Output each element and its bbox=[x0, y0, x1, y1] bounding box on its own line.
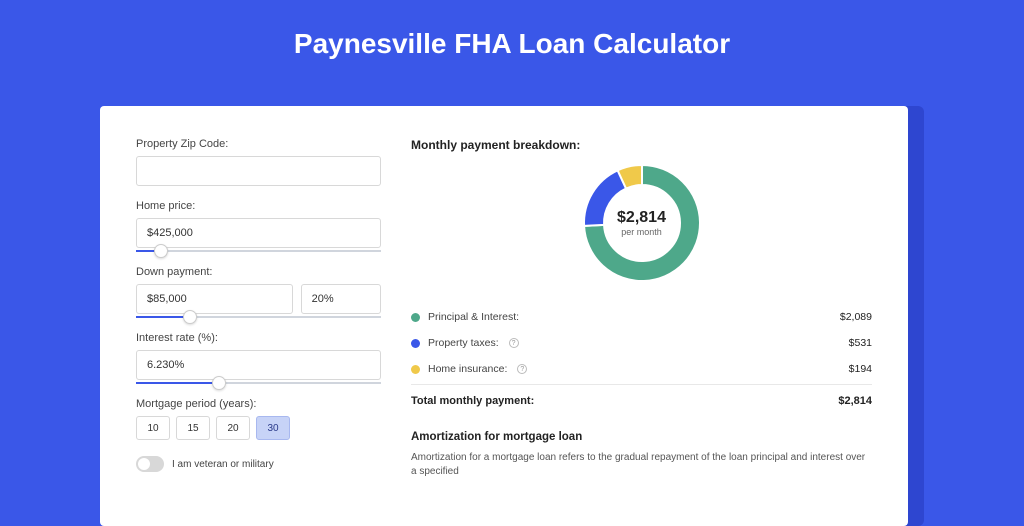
breakdown-label: Principal & Interest: bbox=[428, 311, 519, 323]
total-value: $2,814 bbox=[838, 395, 872, 407]
breakdown-row: Property taxes:? $531 bbox=[411, 330, 872, 356]
amortization-text: Amortization for a mortgage loan refers … bbox=[411, 451, 872, 479]
legend-dot bbox=[411, 365, 420, 374]
donut-amount: $2,814 bbox=[617, 209, 666, 227]
breakdown-column: Monthly payment breakdown: $2,814 per mo… bbox=[411, 138, 872, 494]
down-payment-input[interactable] bbox=[136, 284, 293, 314]
interest-rate-slider-fill bbox=[136, 382, 219, 384]
interest-rate-group: Interest rate (%): bbox=[136, 332, 381, 384]
period-btn-20[interactable]: 20 bbox=[216, 416, 250, 440]
period-btn-30[interactable]: 30 bbox=[256, 416, 290, 440]
page-title: Paynesville FHA Loan Calculator bbox=[0, 0, 1024, 78]
mortgage-period-group: Mortgage period (years): 10152030 bbox=[136, 398, 381, 440]
interest-rate-input[interactable] bbox=[136, 350, 381, 380]
help-icon[interactable]: ? bbox=[517, 364, 527, 374]
veteran-toggle-knob bbox=[138, 458, 150, 470]
home-price-label: Home price: bbox=[136, 200, 381, 212]
breakdown-row: Home insurance:? $194 bbox=[411, 356, 872, 382]
help-icon[interactable]: ? bbox=[509, 338, 519, 348]
amortization-heading: Amortization for mortgage loan bbox=[411, 431, 872, 443]
home-price-slider[interactable] bbox=[136, 250, 381, 252]
home-price-input[interactable] bbox=[136, 218, 381, 248]
breakdown-rows: Principal & Interest: $2,089 Property taxe… bbox=[411, 304, 872, 382]
breakdown-row-left: Property taxes:? bbox=[411, 337, 519, 349]
veteran-toggle-row: I am veteran or military bbox=[136, 456, 381, 472]
interest-rate-slider-thumb[interactable] bbox=[212, 376, 226, 390]
mortgage-period-buttons: 10152030 bbox=[136, 416, 381, 440]
donut-chart: $2,814 per month bbox=[581, 162, 703, 284]
mortgage-period-label: Mortgage period (years): bbox=[136, 398, 381, 410]
period-btn-15[interactable]: 15 bbox=[176, 416, 210, 440]
breakdown-value: $194 bbox=[849, 363, 872, 375]
breakdown-value: $2,089 bbox=[840, 311, 872, 323]
down-payment-slider-fill bbox=[136, 316, 190, 318]
breakdown-value: $531 bbox=[849, 337, 872, 349]
home-price-slider-thumb[interactable] bbox=[154, 244, 168, 258]
total-label: Total monthly payment: bbox=[411, 395, 534, 407]
interest-rate-slider[interactable] bbox=[136, 382, 381, 384]
veteran-toggle[interactable] bbox=[136, 456, 164, 472]
down-payment-pct-input[interactable] bbox=[301, 284, 381, 314]
breakdown-row-left: Principal & Interest: bbox=[411, 311, 519, 323]
donut-container: $2,814 per month bbox=[411, 162, 872, 284]
total-row: Total monthly payment: $2,814 bbox=[411, 387, 872, 415]
home-price-group: Home price: bbox=[136, 200, 381, 252]
breakdown-heading: Monthly payment breakdown: bbox=[411, 138, 872, 152]
zip-label: Property Zip Code: bbox=[136, 138, 381, 150]
down-payment-group: Down payment: bbox=[136, 266, 381, 318]
donut-center: $2,814 per month bbox=[617, 209, 666, 237]
zip-group: Property Zip Code: bbox=[136, 138, 381, 186]
down-payment-slider-thumb[interactable] bbox=[183, 310, 197, 324]
interest-rate-label: Interest rate (%): bbox=[136, 332, 381, 344]
calculator-card: Property Zip Code: Home price: Down paym… bbox=[100, 106, 908, 526]
breakdown-label: Home insurance: bbox=[428, 363, 507, 375]
form-column: Property Zip Code: Home price: Down paym… bbox=[136, 138, 381, 494]
breakdown-label: Property taxes: bbox=[428, 337, 499, 349]
zip-input[interactable] bbox=[136, 156, 381, 186]
down-payment-slider[interactable] bbox=[136, 316, 381, 318]
breakdown-row: Principal & Interest: $2,089 bbox=[411, 304, 872, 330]
breakdown-row-left: Home insurance:? bbox=[411, 363, 527, 375]
donut-subtitle: per month bbox=[617, 227, 666, 237]
down-payment-label: Down payment: bbox=[136, 266, 381, 278]
period-btn-10[interactable]: 10 bbox=[136, 416, 170, 440]
veteran-label: I am veteran or military bbox=[172, 459, 274, 470]
legend-dot bbox=[411, 339, 420, 348]
divider bbox=[411, 384, 872, 385]
legend-dot bbox=[411, 313, 420, 322]
